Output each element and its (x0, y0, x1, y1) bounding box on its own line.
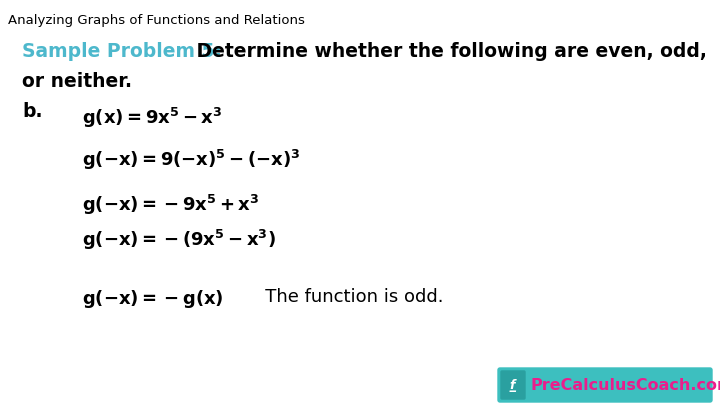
Text: f̲: f̲ (510, 379, 516, 392)
Text: $\mathbf{g(-x) = -9x^5 + x^3}$: $\mathbf{g(-x) = -9x^5 + x^3}$ (82, 193, 259, 217)
Text: Analyzing Graphs of Functions and Relations: Analyzing Graphs of Functions and Relati… (8, 14, 305, 27)
Text: Determine whether the following are even, odd,: Determine whether the following are even… (190, 42, 707, 61)
Text: $\mathbf{g(x) = 9x^5 - x^3}$: $\mathbf{g(x) = 9x^5 - x^3}$ (82, 106, 222, 130)
FancyBboxPatch shape (498, 368, 712, 402)
Text: $\mathbf{g(-x) = 9(-x)^5 - (-x)^3}$: $\mathbf{g(-x) = 9(-x)^5 - (-x)^3}$ (82, 148, 300, 172)
Text: $\mathbf{g(-x) = -g(x)}$: $\mathbf{g(-x) = -g(x)}$ (82, 288, 224, 310)
Text: b.: b. (22, 102, 42, 121)
Text: $\mathbf{g(-x) = -(9x^5 - x^3)}$: $\mathbf{g(-x) = -(9x^5 - x^3)}$ (82, 228, 276, 252)
Text: PreCalculusCoach.com: PreCalculusCoach.com (530, 377, 720, 392)
Text: Sample Problem 5:: Sample Problem 5: (22, 42, 222, 61)
Text: or neither.: or neither. (22, 72, 132, 91)
Text: The function is odd.: The function is odd. (248, 288, 444, 306)
FancyBboxPatch shape (501, 371, 525, 399)
